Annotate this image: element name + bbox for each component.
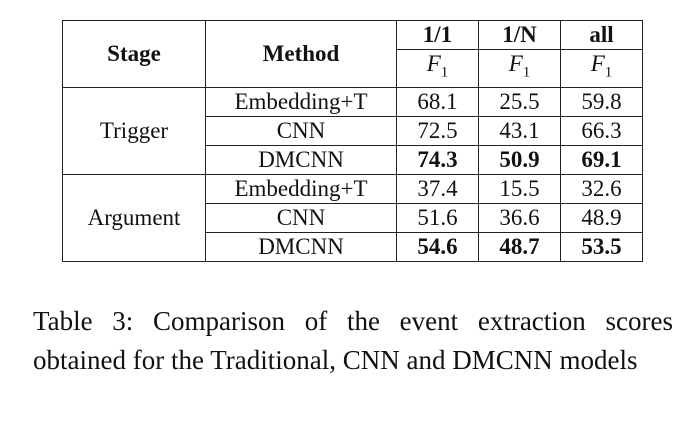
- score-cell: 15.5: [478, 173, 561, 204]
- metric-symbol: F: [590, 51, 605, 76]
- column-header: 1/1: [396, 20, 479, 50]
- score-cell: 48.9: [560, 202, 643, 233]
- results-table: Stage Method 1/1 1/N all F1 F1 F1 Trigger Embed…: [62, 20, 643, 262]
- method-cell: DMCNN: [205, 231, 397, 262]
- header-row: Stage Method 1/1 1/N all: [62, 20, 643, 88]
- method-cell: DMCNN: [205, 144, 397, 175]
- table-head: Stage Method 1/1 1/N all F1 F1 F1: [62, 20, 643, 88]
- metric-symbol: F: [508, 51, 523, 76]
- caption: Table 3: Comparison of the event extract…: [33, 306, 673, 375]
- metric-symbol: F: [426, 51, 441, 76]
- score-cell: 59.8: [560, 86, 643, 117]
- metric-header: F1: [478, 49, 561, 88]
- score-cell: 36.6: [478, 202, 561, 233]
- table-row: Argument Embedding+T 37.4 15.5 32.6: [62, 173, 643, 262]
- column-header: Stage: [62, 20, 206, 88]
- score-cell: 53.5: [560, 231, 643, 262]
- metric-subscript: 1: [522, 64, 531, 81]
- metric-header: F1: [396, 49, 479, 88]
- stage-cell: Trigger: [62, 86, 206, 175]
- table-row: CNN 72.5 43.1 66.3: [63, 115, 643, 146]
- metric-subscript: 1: [440, 64, 449, 81]
- table-row: CNN 51.6 36.6 48.9: [63, 202, 643, 233]
- metric-header: F1: [560, 49, 643, 88]
- method-cell: CNN: [205, 115, 397, 146]
- score-cell: 54.6: [396, 231, 479, 262]
- method-cell: Embedding+T: [205, 86, 397, 117]
- table-row: Trigger Embedding+T 68.1 25.5 59.8: [62, 86, 643, 175]
- column-header: all: [560, 20, 643, 50]
- table-body: Trigger Embedding+T 68.1 25.5 59.8 CNN 72.5 43.…: [62, 86, 643, 262]
- metric-subscript: 1: [604, 64, 613, 81]
- score-cell: 25.5: [478, 86, 561, 117]
- score-cell: 43.1: [478, 115, 561, 146]
- column-header: 1/N: [478, 20, 561, 50]
- score-cell: 50.9: [478, 144, 561, 175]
- score-cell: 74.3: [396, 144, 479, 175]
- score-cell: 68.1: [396, 86, 479, 117]
- score-cell: 72.5: [396, 115, 479, 146]
- score-cell: 32.6: [560, 173, 643, 204]
- stage-cell: Argument: [62, 173, 206, 262]
- table-row: DMCNN 74.3 50.9 69.1: [63, 144, 643, 175]
- score-cell: 69.1: [560, 144, 643, 175]
- score-cell: 37.4: [396, 173, 479, 204]
- score-cell: 66.3: [560, 115, 643, 146]
- method-cell: CNN: [205, 202, 397, 233]
- method-cell: Embedding+T: [205, 173, 397, 204]
- score-cell: 51.6: [396, 202, 479, 233]
- column-header: Method: [205, 20, 397, 88]
- table-row: DMCNN 54.6 48.7 53.5: [63, 231, 643, 262]
- score-cell: 48.7: [478, 231, 561, 262]
